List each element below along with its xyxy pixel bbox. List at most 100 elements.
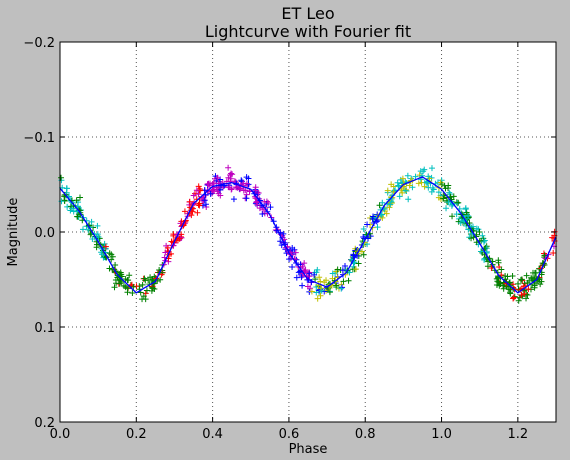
data-point bbox=[207, 190, 214, 197]
x-tick-label: 0.4 bbox=[202, 427, 223, 442]
data-point bbox=[267, 204, 274, 211]
data-point bbox=[415, 180, 422, 187]
data-point bbox=[396, 193, 403, 200]
data-point bbox=[394, 179, 401, 186]
data-point bbox=[478, 237, 485, 244]
data-point bbox=[399, 175, 406, 182]
data-point bbox=[232, 184, 239, 191]
data-point bbox=[210, 179, 217, 186]
data-point bbox=[225, 164, 232, 171]
data-point bbox=[112, 261, 119, 268]
data-point bbox=[355, 260, 362, 267]
data-point bbox=[507, 290, 514, 297]
data-point bbox=[242, 187, 249, 194]
data-point bbox=[74, 213, 81, 220]
data-point bbox=[109, 253, 116, 260]
data-point bbox=[259, 210, 266, 217]
data-point bbox=[170, 232, 177, 239]
data-point bbox=[126, 272, 133, 279]
data-point bbox=[406, 182, 413, 189]
data-point bbox=[308, 288, 315, 295]
axis-ticks: 0.0 0.2 0.4 0.6 0.8 1.0 1.2−0.2−0.10.00.10.2 bbox=[23, 36, 556, 442]
data-point bbox=[374, 224, 381, 231]
data-point bbox=[412, 173, 419, 180]
data-point bbox=[230, 196, 237, 203]
data-point bbox=[89, 235, 96, 242]
data-point bbox=[395, 182, 402, 189]
data-point bbox=[515, 280, 522, 287]
y-axis-label: Magnitude bbox=[6, 198, 21, 267]
data-point bbox=[243, 195, 250, 202]
data-point bbox=[195, 191, 202, 198]
data-point bbox=[133, 283, 140, 290]
data-point bbox=[77, 194, 84, 201]
data-point bbox=[435, 194, 442, 201]
data-point bbox=[541, 252, 548, 259]
data-point bbox=[497, 280, 504, 287]
data-point bbox=[205, 180, 212, 187]
x-tick-label: 0.8 bbox=[355, 427, 376, 442]
data-point bbox=[228, 185, 235, 192]
data-point bbox=[339, 284, 346, 291]
data-point bbox=[236, 186, 243, 193]
data-point bbox=[286, 256, 293, 263]
data-point bbox=[395, 183, 402, 190]
data-point bbox=[140, 293, 147, 300]
x-tick-label: 0.0 bbox=[50, 427, 71, 442]
data-point bbox=[477, 248, 484, 255]
data-point bbox=[317, 292, 324, 299]
x-tick-label: 1.0 bbox=[431, 427, 452, 442]
data-point bbox=[106, 265, 113, 272]
data-point bbox=[298, 274, 305, 281]
data-point bbox=[202, 201, 209, 208]
data-point bbox=[101, 240, 108, 247]
data-point bbox=[252, 184, 259, 191]
data-point bbox=[531, 270, 538, 277]
fourier-fit bbox=[59, 176, 557, 294]
data-point bbox=[317, 278, 324, 285]
data-point bbox=[252, 187, 259, 194]
data-point bbox=[428, 165, 435, 172]
data-point bbox=[94, 222, 101, 229]
data-point bbox=[445, 199, 452, 206]
data-point bbox=[405, 196, 412, 203]
data-point bbox=[190, 192, 197, 199]
data-point bbox=[443, 205, 450, 212]
x-tick-label: 1.2 bbox=[508, 427, 529, 442]
data-point bbox=[495, 257, 502, 264]
data-point bbox=[488, 265, 495, 272]
data-point bbox=[265, 199, 272, 206]
data-point bbox=[524, 292, 531, 299]
y-tick-label: 0.0 bbox=[34, 226, 55, 241]
data-point bbox=[195, 201, 202, 208]
data-point bbox=[280, 230, 287, 237]
x-tick-label: 0.2 bbox=[126, 427, 147, 442]
data-point bbox=[340, 278, 347, 285]
data-point bbox=[227, 175, 234, 182]
data-point bbox=[254, 198, 261, 205]
data-point bbox=[493, 281, 500, 288]
data-point bbox=[130, 283, 137, 290]
data-point bbox=[465, 212, 472, 219]
data-point bbox=[311, 271, 318, 278]
data-point bbox=[386, 204, 393, 211]
data-point bbox=[438, 181, 445, 188]
data-point bbox=[196, 185, 203, 192]
y-tick-label: 0.1 bbox=[34, 321, 55, 336]
data-point bbox=[289, 264, 296, 271]
data-point bbox=[503, 283, 510, 290]
data-point bbox=[306, 270, 313, 277]
data-point bbox=[278, 242, 285, 249]
data-point bbox=[87, 231, 94, 238]
data-point bbox=[63, 185, 70, 192]
data-point bbox=[312, 276, 319, 283]
data-point bbox=[79, 226, 86, 233]
data-point bbox=[523, 272, 530, 279]
data-point bbox=[189, 208, 196, 215]
y-tick-label: 0.2 bbox=[34, 416, 55, 431]
data-point bbox=[88, 218, 95, 225]
data-point bbox=[200, 196, 207, 203]
data-point bbox=[457, 219, 464, 226]
data-point bbox=[256, 205, 263, 212]
data-point bbox=[318, 287, 325, 294]
